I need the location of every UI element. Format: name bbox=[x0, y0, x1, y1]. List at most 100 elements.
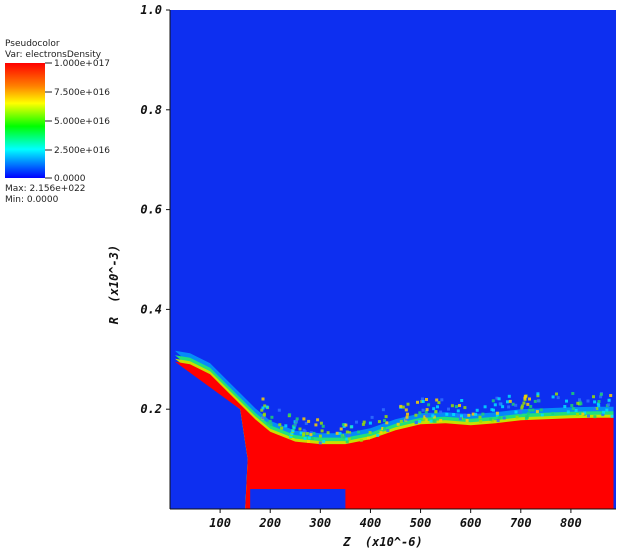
speckle bbox=[418, 420, 422, 423]
speckle bbox=[495, 396, 499, 400]
x-axis-ticks: 100 200 300 400 500 600 700 800 bbox=[209, 509, 582, 530]
speckle bbox=[536, 399, 540, 403]
speckle bbox=[427, 403, 431, 407]
speckle bbox=[299, 431, 303, 435]
speckle bbox=[528, 397, 531, 401]
speckle bbox=[320, 429, 324, 433]
speckle bbox=[268, 419, 272, 423]
speckle bbox=[574, 409, 578, 412]
density-field bbox=[175, 350, 614, 509]
speckle bbox=[280, 426, 284, 430]
speckle bbox=[599, 395, 603, 399]
speckle bbox=[563, 405, 567, 408]
speckle bbox=[452, 413, 456, 416]
speckle bbox=[361, 422, 365, 426]
speckle bbox=[540, 413, 544, 417]
y-axis-ticks: 0.2 0.4 0.6 0.8 1.0 bbox=[140, 3, 170, 416]
speckle bbox=[533, 399, 537, 403]
speckle bbox=[519, 409, 523, 413]
speckle bbox=[493, 403, 497, 407]
speckle bbox=[479, 419, 483, 423]
speckle bbox=[312, 431, 316, 435]
speckle bbox=[483, 405, 487, 409]
y-tick-label: 0.8 bbox=[140, 103, 162, 117]
speckle bbox=[304, 421, 308, 425]
speckle bbox=[565, 399, 568, 403]
speckle bbox=[386, 429, 390, 432]
speckle bbox=[433, 419, 437, 423]
speckle bbox=[555, 392, 558, 396]
x-tick-label: 100 bbox=[209, 516, 231, 530]
noise-speckles bbox=[260, 392, 614, 445]
speckle bbox=[515, 415, 519, 419]
speckle bbox=[592, 395, 595, 399]
x-tick-label: 400 bbox=[360, 516, 382, 530]
speckle bbox=[422, 417, 426, 421]
speckle bbox=[404, 417, 408, 421]
speckle bbox=[607, 398, 611, 402]
speckle bbox=[345, 430, 349, 434]
legend-min: Min: 0.0000 bbox=[5, 195, 59, 205]
speckle bbox=[528, 408, 532, 412]
speckle bbox=[377, 420, 381, 424]
speckle bbox=[456, 409, 460, 413]
speckle bbox=[368, 431, 372, 434]
speckle bbox=[523, 396, 527, 400]
speckle bbox=[303, 430, 307, 434]
speckle bbox=[289, 435, 293, 438]
x-axis-title: Z (x10^-6) bbox=[342, 535, 422, 549]
speckle bbox=[497, 397, 501, 401]
speckle bbox=[266, 421, 270, 425]
speckle bbox=[525, 415, 529, 419]
speckle bbox=[347, 437, 351, 441]
x-tick-label: 200 bbox=[258, 516, 281, 530]
speckle bbox=[440, 398, 444, 402]
speckle bbox=[474, 412, 478, 416]
speckle bbox=[556, 396, 560, 400]
legend-plot-type: Pseudocolor bbox=[5, 39, 60, 49]
speckle bbox=[261, 416, 265, 420]
speckle bbox=[278, 423, 282, 427]
speckle bbox=[535, 410, 539, 414]
x-tick-label: 800 bbox=[560, 516, 582, 530]
speckle bbox=[340, 434, 344, 438]
speckle bbox=[416, 400, 419, 404]
speckle bbox=[270, 415, 274, 419]
speckle bbox=[406, 412, 409, 416]
speckle bbox=[404, 408, 408, 412]
speckle bbox=[460, 414, 463, 418]
speckle bbox=[321, 424, 325, 428]
legend: Pseudocolor Var: electronsDensity 1.000e… bbox=[5, 39, 110, 205]
speckle bbox=[520, 406, 524, 410]
speckle bbox=[401, 405, 405, 409]
speckle bbox=[524, 416, 528, 420]
speckle bbox=[316, 418, 320, 422]
speckle bbox=[566, 410, 570, 414]
speckle bbox=[570, 404, 574, 407]
speckle bbox=[439, 419, 443, 422]
speckle bbox=[290, 431, 294, 435]
speckle bbox=[288, 413, 292, 417]
speckle bbox=[463, 413, 467, 417]
speckle bbox=[350, 425, 354, 429]
speckle bbox=[310, 437, 314, 440]
speckle bbox=[295, 419, 298, 423]
speckle bbox=[586, 399, 590, 403]
speckle bbox=[489, 417, 493, 421]
speckle bbox=[309, 433, 313, 437]
speckle bbox=[344, 423, 348, 427]
legend-max: Max: 2.156e+022 bbox=[5, 184, 86, 194]
speckle bbox=[578, 400, 582, 404]
speckle bbox=[326, 431, 330, 435]
speckle bbox=[385, 421, 389, 425]
speckle bbox=[498, 402, 502, 406]
speckle bbox=[576, 401, 580, 405]
speckle bbox=[305, 432, 309, 436]
speckle bbox=[357, 430, 361, 434]
speckle bbox=[529, 405, 533, 408]
speckle bbox=[492, 408, 495, 412]
speckle bbox=[597, 404, 601, 408]
speckle bbox=[342, 435, 346, 439]
speckle bbox=[576, 413, 579, 416]
colorbar-label: 7.500e+016 bbox=[54, 88, 110, 98]
